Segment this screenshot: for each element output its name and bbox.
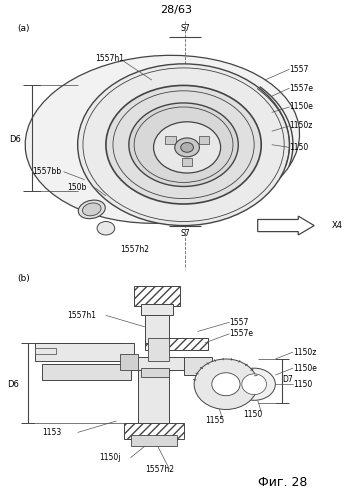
Text: S7: S7	[180, 229, 190, 238]
Text: 150b: 150b	[67, 183, 86, 192]
Bar	[131, 357, 184, 370]
Bar	[138, 368, 169, 423]
Bar	[124, 423, 184, 439]
Text: (a): (a)	[18, 24, 30, 33]
Text: 1150z: 1150z	[293, 348, 316, 357]
Text: 1150z: 1150z	[289, 121, 313, 130]
Text: (b): (b)	[18, 274, 30, 283]
Text: D7: D7	[282, 375, 293, 384]
Text: 1557e: 1557e	[289, 84, 313, 93]
Bar	[184, 357, 212, 375]
Bar	[165, 136, 175, 144]
Ellipse shape	[83, 203, 101, 216]
Circle shape	[78, 64, 289, 226]
Text: 1155: 1155	[205, 417, 224, 426]
Bar	[182, 158, 192, 166]
Circle shape	[154, 122, 221, 173]
Bar	[120, 354, 138, 370]
Bar	[145, 338, 208, 350]
Circle shape	[181, 143, 193, 152]
Ellipse shape	[212, 373, 240, 396]
Text: D6: D6	[7, 380, 19, 389]
Text: Фиг. 28: Фиг. 28	[258, 477, 307, 490]
Text: X4: X4	[332, 221, 343, 230]
Bar	[134, 285, 180, 306]
Circle shape	[106, 85, 261, 204]
Text: 1150: 1150	[293, 380, 312, 389]
Ellipse shape	[242, 374, 267, 395]
Text: 1150e: 1150e	[289, 102, 313, 111]
Text: 1557e: 1557e	[229, 329, 253, 338]
Ellipse shape	[78, 200, 105, 219]
Bar	[145, 315, 169, 343]
Text: 28/63: 28/63	[161, 5, 192, 15]
Circle shape	[129, 103, 238, 187]
Text: 1150: 1150	[289, 143, 309, 152]
Text: 1557: 1557	[229, 318, 249, 327]
Text: 1557bb: 1557bb	[32, 167, 61, 176]
Text: 1150e: 1150e	[293, 364, 317, 373]
Ellipse shape	[25, 55, 300, 224]
Text: 1153: 1153	[42, 428, 62, 437]
Bar	[131, 435, 176, 446]
Bar	[42, 364, 131, 380]
Circle shape	[97, 222, 115, 235]
Bar	[148, 338, 169, 361]
Bar	[35, 347, 56, 354]
Bar	[141, 304, 173, 315]
Text: 1557h1: 1557h1	[95, 54, 124, 63]
Bar	[35, 343, 134, 361]
Text: 1557h1: 1557h1	[67, 311, 96, 320]
Ellipse shape	[194, 359, 258, 410]
Text: 1557: 1557	[289, 65, 309, 74]
Text: 1150j: 1150j	[99, 453, 120, 462]
Text: S7: S7	[180, 24, 190, 33]
Text: 1150: 1150	[244, 410, 263, 419]
Circle shape	[175, 138, 199, 157]
Bar	[141, 368, 169, 377]
FancyArrow shape	[258, 216, 314, 235]
Text: 1557h2: 1557h2	[145, 465, 174, 474]
Text: 1557h2: 1557h2	[120, 246, 149, 254]
Bar	[199, 136, 209, 144]
Text: D6: D6	[9, 135, 21, 144]
Ellipse shape	[233, 368, 275, 400]
